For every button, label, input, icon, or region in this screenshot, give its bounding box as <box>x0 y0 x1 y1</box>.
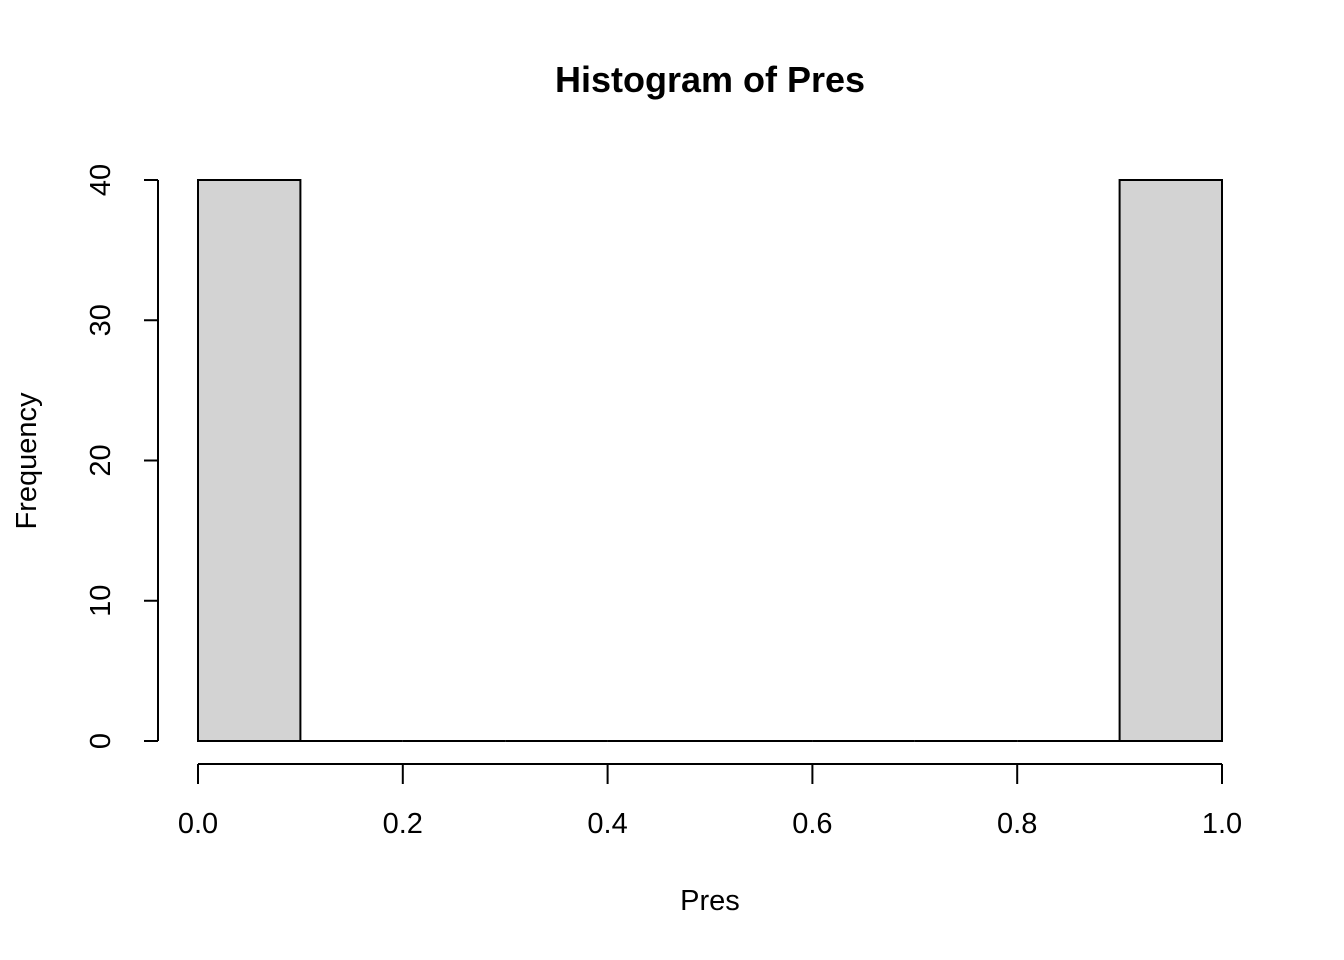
chart-title: Histogram of Pres <box>555 59 865 100</box>
histogram-bar-9 <box>1118 179 1223 742</box>
x-axis-label: Pres <box>680 885 740 917</box>
x-tick-label-2: 0.4 <box>587 808 627 840</box>
y-tick-label-4: 40 <box>85 164 117 196</box>
x-axis: 0.0 0.2 0.4 0.6 0.8 1.0 <box>178 763 1242 840</box>
bars-group <box>197 179 1223 742</box>
x-tick-label-1: 0.2 <box>383 808 423 840</box>
x-tick-label-4: 0.8 <box>997 808 1037 840</box>
y-tick-label-2: 20 <box>85 444 117 476</box>
y-tick-label-3: 30 <box>85 304 117 336</box>
x-tick-label-0: 0.0 <box>178 808 218 840</box>
y-axis-label: Frequency <box>11 392 43 530</box>
x-tick-label-5: 1.0 <box>1202 808 1242 840</box>
y-tick-label-0: 0 <box>85 733 117 749</box>
y-axis: 0 10 20 30 40 <box>85 164 159 749</box>
y-tick-label-1: 10 <box>85 585 117 617</box>
histogram-bar-0 <box>197 179 302 742</box>
x-tick-label-3: 0.6 <box>792 808 832 840</box>
